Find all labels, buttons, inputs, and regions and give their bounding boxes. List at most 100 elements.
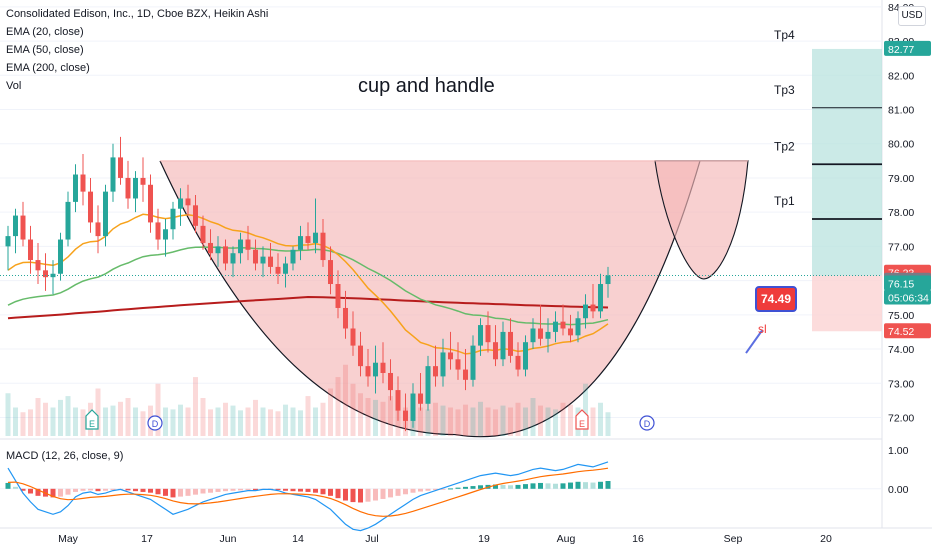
- volume-bar: [358, 393, 363, 436]
- candle-body: [538, 328, 543, 339]
- macd-histogram-bar: [305, 488, 311, 492]
- volume-bar: [523, 407, 528, 436]
- macd-histogram-bar: [290, 488, 296, 492]
- price-tick-label: 77.00: [888, 241, 914, 253]
- currency-button[interactable]: USD: [898, 6, 926, 26]
- candle-body: [508, 331, 513, 356]
- macd-histogram-bar: [163, 488, 168, 496]
- volume-bar: [80, 409, 86, 436]
- candle-body: [13, 215, 18, 237]
- candle-body: [238, 239, 243, 254]
- volume-legend[interactable]: Vol: [6, 80, 22, 92]
- price-tag-label: 76.15: [888, 278, 914, 290]
- sl-label: sl: [758, 322, 767, 336]
- candle-body: [245, 239, 251, 250]
- candle-body: [493, 342, 498, 360]
- volume-bar: [560, 402, 566, 436]
- event-marker-label: E: [579, 419, 585, 429]
- time-tick-label: 16: [632, 533, 644, 545]
- volume-bar: [238, 410, 243, 436]
- candle-body: [560, 321, 566, 329]
- candle-body: [148, 184, 153, 223]
- volume-bar: [530, 398, 536, 436]
- macd-histogram-bar: [440, 488, 446, 490]
- volume-bar: [298, 410, 303, 436]
- volume-bar: [448, 407, 453, 436]
- candle-body: [103, 191, 108, 237]
- candle-body: [335, 284, 341, 308]
- candle-body: [193, 205, 198, 226]
- sl-pointer: [745, 329, 763, 354]
- macd-histogram-bar: [35, 488, 41, 496]
- volume-bar: [320, 402, 326, 436]
- ema50-legend[interactable]: EMA (50, close): [6, 44, 84, 56]
- macd-histogram-bar: [103, 488, 108, 491]
- volume-bar: [598, 402, 603, 436]
- macd-histogram-bar: [560, 483, 566, 489]
- candle-body: [328, 260, 333, 285]
- cup-and-handle-text: cup and handle: [358, 75, 495, 97]
- target-label: Tp4: [774, 28, 795, 42]
- volume-bar: [50, 407, 56, 436]
- macd-histogram-bar: [335, 488, 341, 499]
- macd-histogram-bar: [403, 488, 408, 495]
- volume-bar: [283, 404, 288, 436]
- macd-histogram-bar: [568, 482, 573, 489]
- macd-histogram-bar: [283, 488, 288, 491]
- macd-legend[interactable]: MACD (12, 26, close, 9): [6, 450, 124, 462]
- macd-tick-label: 1.00: [888, 445, 909, 457]
- ema200-legend[interactable]: EMA (200, close): [6, 62, 90, 74]
- macd-histogram-bar: [148, 488, 153, 493]
- earnings-marker: [85, 409, 99, 430]
- volume-bar: [28, 409, 33, 436]
- candle-body: [110, 157, 116, 192]
- volume-bar: [343, 364, 348, 436]
- macd-histogram-bar: [605, 481, 611, 489]
- candle-body: [380, 362, 386, 373]
- volume-bar: [380, 401, 386, 436]
- candle-body: [365, 366, 371, 377]
- candle-body: [170, 208, 176, 230]
- macd-histogram-bar: [328, 488, 333, 496]
- volume-bar: [223, 402, 228, 436]
- candle-body: [215, 246, 221, 254]
- time-tick-label: 19: [478, 533, 490, 545]
- macd-histogram-bar: [95, 488, 101, 492]
- candle-body: [283, 263, 288, 274]
- volume-bar: [538, 405, 543, 436]
- candle-body: [478, 325, 483, 346]
- macd-histogram-bar: [170, 488, 176, 498]
- volume-bar: [605, 412, 611, 436]
- price-tag: [884, 275, 931, 291]
- candle-body: [268, 256, 273, 267]
- ema20-legend[interactable]: EMA (20, close): [6, 26, 84, 38]
- candle-body: [200, 225, 206, 243]
- volume-bar: [373, 399, 378, 436]
- candle-body: [470, 345, 476, 380]
- macd-histogram-bar: [463, 486, 468, 489]
- macd-histogram-bar: [245, 488, 251, 490]
- macd-histogram-bar: [313, 488, 318, 493]
- macd-histogram-bar: [470, 486, 476, 489]
- macd-histogram-bar: [125, 488, 131, 491]
- macd-histogram-bar: [418, 488, 423, 492]
- volume-bar: [478, 401, 483, 436]
- candle-body: [545, 331, 551, 339]
- macd-histogram-bar: [530, 483, 536, 489]
- macd-histogram-bar: [50, 488, 56, 498]
- volume-bar: [335, 377, 341, 436]
- volume-bar: [313, 407, 318, 436]
- volume-bar: [193, 377, 198, 436]
- volume-bar: [553, 409, 558, 436]
- volume-bar: [215, 407, 221, 436]
- volume-bar: [388, 396, 393, 436]
- macd-histogram-bar: [208, 488, 213, 493]
- price-tag: [884, 323, 931, 339]
- price-tag: [884, 289, 931, 305]
- time-tick-label: 20: [820, 533, 832, 545]
- macd-histogram-bar: [5, 482, 11, 489]
- price-tag-label: 74.52: [888, 326, 914, 338]
- volume-bar: [350, 383, 356, 436]
- candle-body: [410, 393, 416, 421]
